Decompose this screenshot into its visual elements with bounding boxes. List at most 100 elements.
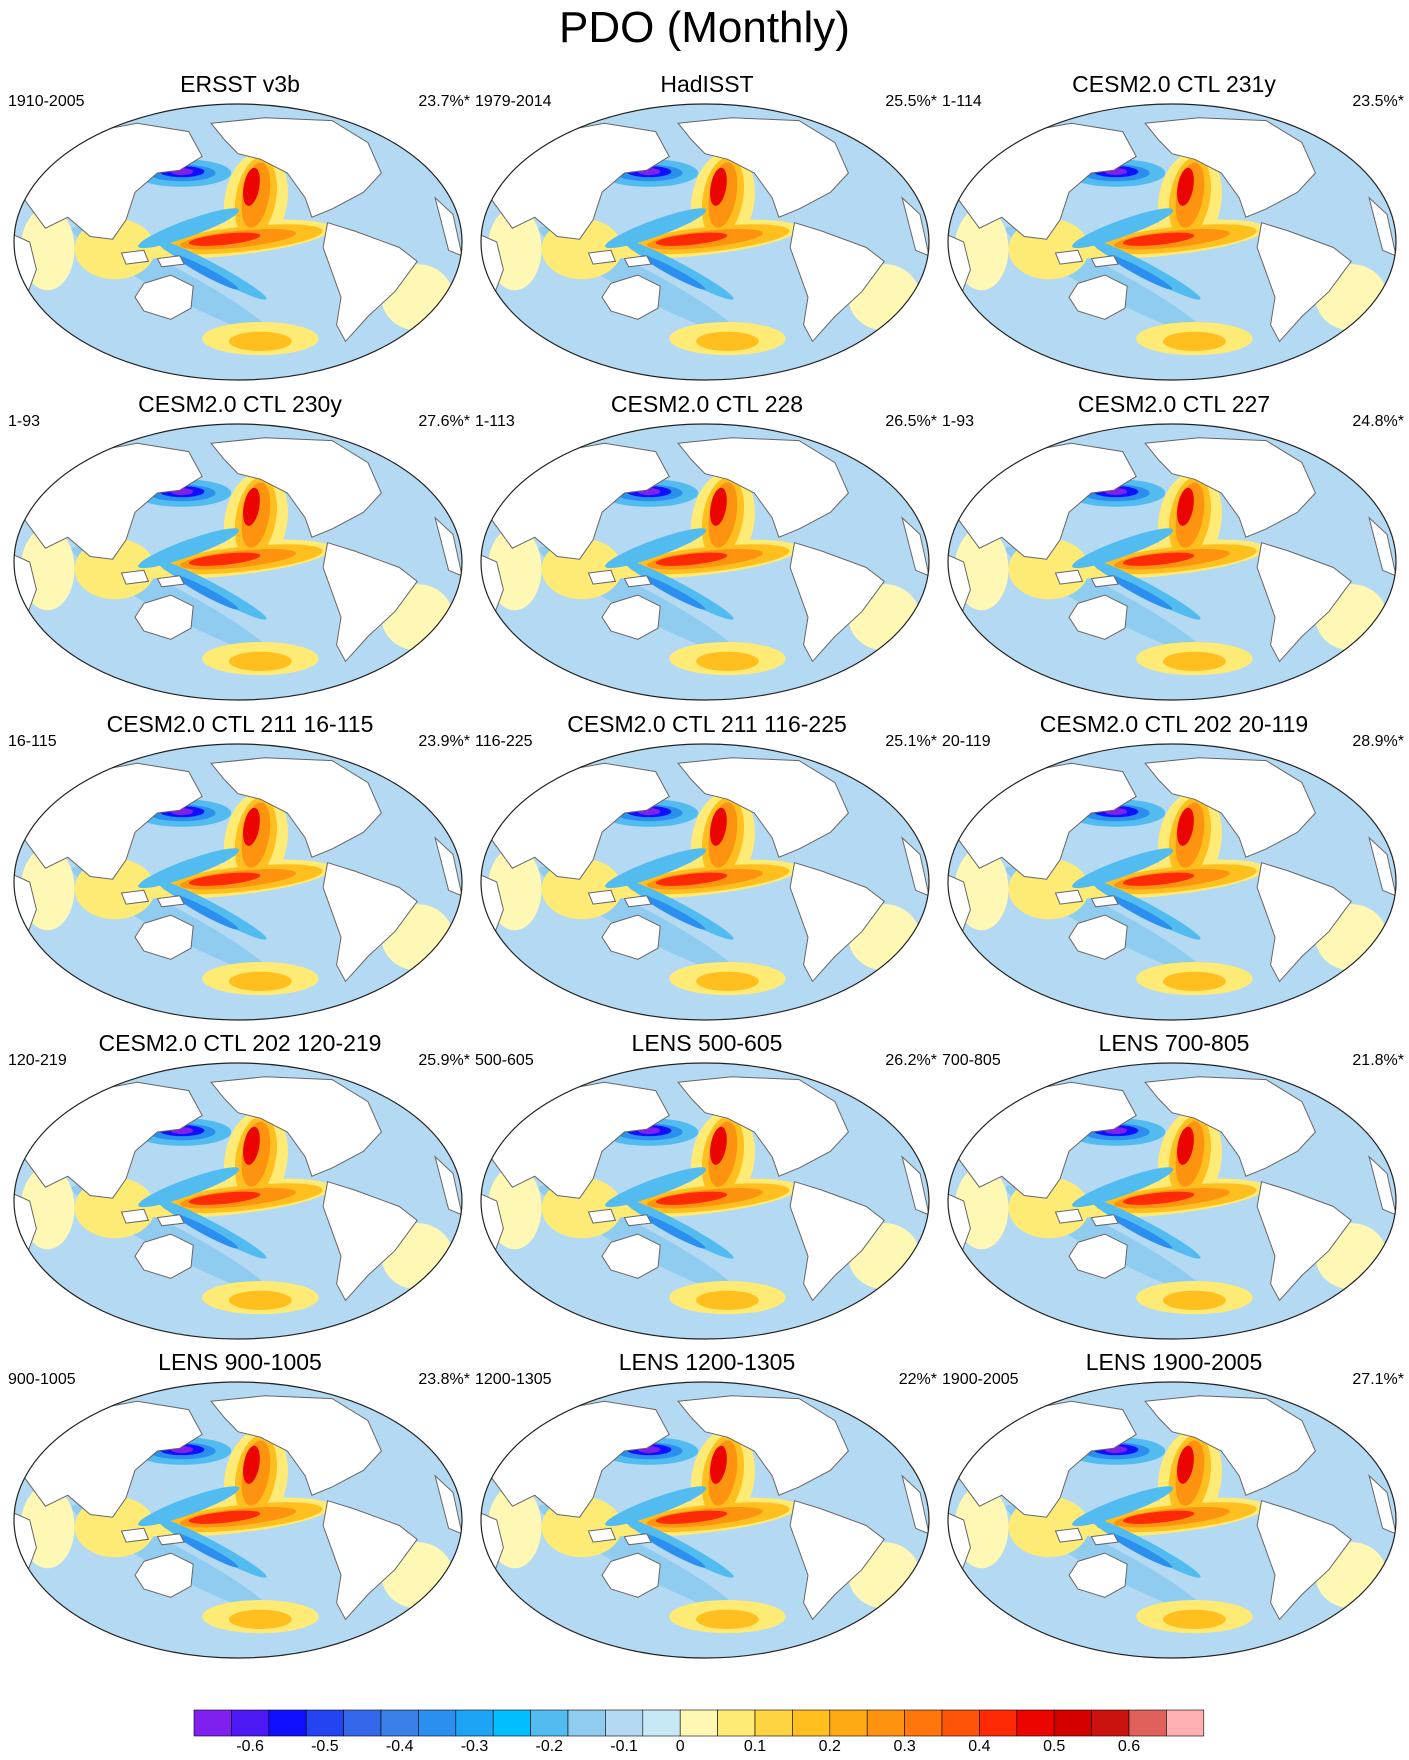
panel-variance: 27.1%* [1352,1371,1404,1388]
colorbar-swatch [605,1709,644,1737]
map-panel: CESM2.0 CTL 231y 1-114 23.5%* [940,70,1408,388]
map-panel: ERSST v3b 1910-2005 23.7%* [6,70,474,388]
colorbar-swatch [380,1709,419,1737]
panel-variance: 24.8%* [1352,413,1404,430]
colorbar-labels: -0.6 -0.5 -0.4 -0.3 -0.2 -0.1 0 0.1 0.2 0.3 0.4 0.5… [0,1738,1409,1760]
colorbar-swatch [979,1709,1018,1737]
panel-title: LENS 1200-1305 [618,1349,796,1375]
colorbar-swatch [1091,1709,1130,1737]
map-panel: CESM2.0 CTL 211 116-225 116-225 25.1%* [473,710,941,1028]
pdo-map [947,743,1397,1021]
colorbar-tick-label: 0.3 [893,1738,916,1755]
panel-variance: 23.7%* [418,93,470,110]
colorbar-tick-label: 0.1 [743,1738,767,1755]
map-panel: LENS 500-605 500-605 26.2%* [473,1029,941,1347]
pdo-map [13,1381,463,1659]
colorbar-swatch [866,1709,905,1737]
pdo-map [13,1062,463,1340]
panel-variance: 23.9%* [418,733,470,750]
map-panel: CESM2.0 CTL 228 1-113 26.5%* [473,390,941,708]
panel-period: 120-219 [8,1052,67,1069]
pdo-map [13,103,463,381]
colorbar-swatch [717,1709,756,1737]
panel-title: CESM2.0 CTL 230y [138,391,342,417]
pdo-map [947,1381,1397,1659]
colorbar-swatch [343,1709,382,1737]
colorbar-swatch [268,1709,307,1737]
map-panel: LENS 1200-1305 1200-1305 22%* [473,1348,941,1666]
map-panel: LENS 900-1005 900-1005 23.8%* [6,1348,474,1666]
panel-variance: 25.9%* [418,1052,470,1069]
colorbar-swatch [642,1709,681,1737]
colorbar-swatch [792,1709,831,1737]
colorbar-swatch [1128,1709,1167,1737]
colorbar-tick-label: 0.4 [968,1738,991,1755]
map-panel: CESM2.0 CTL 230y 1-93 27.6%* [6,390,474,708]
panel-period: 1900-2005 [942,1371,1019,1388]
panel-variance: 25.1%* [885,733,937,750]
pdo-map [13,423,463,701]
panel-variance: 27.6%* [418,413,470,430]
colorbar-swatch [941,1709,980,1737]
colorbar-tick-label: -0.4 [385,1738,414,1755]
panel-title: CESM2.0 CTL 228 [610,391,804,417]
figure-title: PDO (Monthly) [559,3,850,52]
panel-title: CESM2.0 CTL 211 16-115 [106,711,374,737]
colorbar-tick-label: -0.6 [236,1738,264,1755]
pdo-map [947,1062,1397,1340]
pdo-map [947,423,1397,701]
pdo-map [13,743,463,1021]
pdo-map [480,423,930,701]
colorbar-swatch [193,1709,232,1737]
panel-title: CESM2.0 CTL 211 116-225 [567,711,847,737]
panel-period: 1910-2005 [8,93,85,110]
colorbar-swatch [904,1709,943,1737]
panel-period: 700-805 [942,1052,1001,1069]
panel-title: CESM2.0 CTL 202 20-119 [1039,711,1309,737]
panel-period: 1-114 [942,93,982,110]
colorbar-tick-label: -0.5 [311,1738,339,1755]
colorbar-swatch [754,1709,793,1737]
panel-period: 20-119 [942,733,991,750]
panel-variance: 23.5%* [1352,93,1404,110]
colorbar-swatch [1053,1709,1092,1737]
colorbar-swatch [231,1709,270,1737]
colorbar-swatch [455,1709,494,1737]
colorbar-swatch [492,1709,531,1737]
panel-period: 500-605 [475,1052,534,1069]
colorbar-swatch [305,1709,344,1737]
panel-title: LENS 900-1005 [158,1349,322,1375]
colorbar-tick-label: 0.6 [1117,1738,1141,1755]
colorbar-swatch [418,1709,457,1737]
panel-period: 1-93 [8,413,41,430]
panel-title: HadISST [660,71,754,97]
panel-period: 1979-2014 [475,93,552,110]
panel-period: 1-113 [475,413,515,430]
colorbar-swatch [530,1709,569,1737]
panel-period: 900-1005 [8,1371,76,1388]
colorbar-swatch [567,1709,606,1737]
colorbar-tick-label: -0.3 [460,1738,489,1755]
colorbar-tick-label: 0 [675,1738,685,1755]
pdo-map [480,1062,930,1340]
map-panel: LENS 700-805 700-805 21.8%* [940,1029,1408,1347]
panel-variance: 25.5%* [885,93,937,110]
colorbar-swatch [1166,1709,1205,1737]
panel-period: 116-225 [475,733,533,750]
panel-period: 16-115 [8,733,57,750]
colorbar [193,1709,1205,1737]
map-panel: HadISST 1979-2014 25.5%* [473,70,941,388]
colorbar-tick-label: -0.2 [535,1738,564,1755]
panel-variance: 26.2%* [885,1052,937,1069]
colorbar-tick-label: 0.2 [818,1738,841,1755]
panel-title: ERSST v3b [180,71,300,97]
panel-variance: 23.8%* [418,1371,470,1388]
panel-variance: 26.5%* [885,413,937,430]
panel-title: LENS 700-805 [1098,1030,1250,1056]
map-panel: CESM2.0 CTL 211 16-115 16-115 23.9%* [6,710,474,1028]
panel-period: 1-93 [942,413,975,430]
panel-title: CESM2.0 CTL 231y [1072,71,1276,97]
pdo-map [480,743,930,1021]
colorbar-tick-label: 0.5 [1043,1738,1066,1755]
map-panel: LENS 1900-2005 1900-2005 27.1%* [940,1348,1408,1666]
